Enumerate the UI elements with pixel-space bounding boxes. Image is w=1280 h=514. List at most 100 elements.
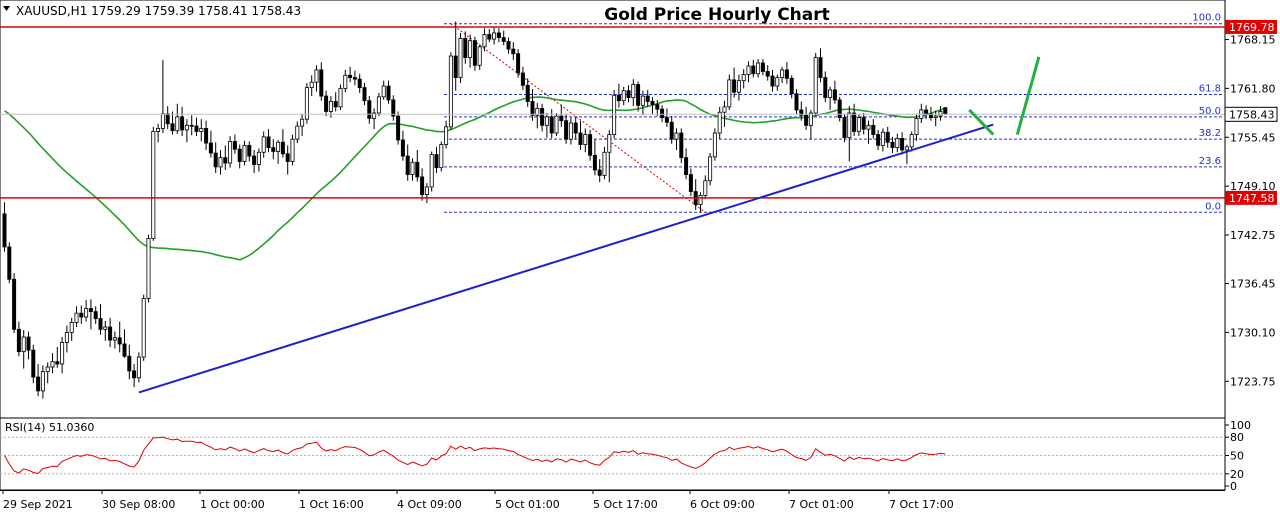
candle [55,347,60,368]
candle [650,96,655,114]
candle [583,128,588,153]
bull-candle-body [218,157,223,168]
candle [180,106,185,137]
bull-candle-body [309,81,314,88]
bear-candle-body [511,48,516,55]
candle [31,344,36,384]
bull-candle-body [424,186,429,196]
candle [837,96,842,122]
candle [2,202,7,252]
candle [208,130,213,158]
bull-candle-body [136,356,141,379]
bear-candle-body [324,95,329,112]
bull-candle-body [60,342,65,365]
bull-candle-body [50,361,55,368]
bear-candle-body [900,138,905,151]
bull-candle-body [448,55,453,128]
bear-candle-body [770,75,775,87]
bull-candle-body [410,161,415,175]
bear-candle-body [530,101,535,116]
candle [463,31,468,64]
bear-candle-body [122,343,127,357]
candle [252,149,257,174]
bull-candle-body [156,127,161,132]
bear-candle-body [842,117,847,139]
candle [45,362,50,384]
candle [568,117,573,145]
price-tick-label: 1730.10 [1230,326,1276,339]
bear-candle-body [818,57,823,78]
candle [12,273,17,334]
current-price-tag [1224,106,1278,122]
candle [482,28,487,52]
candle [477,44,482,70]
bear-candle-body [655,104,660,110]
candle [309,75,314,97]
bear-candle-body [861,117,866,130]
bear-candle-body [472,40,477,66]
candle [175,103,180,134]
bear-candle-body [559,115,564,122]
bull-candle-body [84,308,89,318]
bear-candle-body [237,148,242,162]
bear-candle-body [688,174,693,192]
candle [405,144,410,181]
rsi-tick-label: 80 [1230,431,1244,444]
fib-level-label: 50.0 [1199,106,1221,117]
candle [530,89,535,121]
candle [588,129,593,161]
candle [847,106,852,162]
candle [823,71,828,103]
bull-candle-body [151,131,156,239]
bear-candle-body [348,74,353,78]
bear-candle-body [405,155,410,175]
candle [50,353,55,374]
bear-candle-body [871,124,876,135]
bull-candle-body [314,69,319,83]
bull-candle-body [631,84,636,99]
bull-candle-body [847,112,852,139]
bull-candle-body [439,144,444,169]
candle [290,134,295,166]
rsi-tick-label: 50 [1230,450,1244,463]
candle [348,66,353,83]
fib-diagonal-line [450,23,706,213]
candle [420,168,425,201]
candle [938,106,943,121]
fib-level-label: 100.0 [1192,13,1221,24]
candle [722,100,727,127]
candle [434,146,439,174]
candle [472,36,477,71]
time-tick-label: 1 Oct 16:00 [299,498,364,511]
bull-candle-body [880,131,885,146]
candle [784,62,789,84]
dropdown-triangle-icon[interactable] [3,6,10,11]
candle [876,129,881,150]
candle [439,141,444,172]
candle [184,119,189,143]
candle [535,102,540,129]
bear-candle-body [180,116,185,131]
candle [151,126,156,241]
bull-candle-body [756,62,761,75]
bear-candle-body [760,62,765,72]
candle [856,114,861,137]
candle [832,80,837,104]
bull-candle-body [674,132,679,140]
time-axis: 29 Sep 2021 30 Sep 08:00 1 Oct 00:00 1 Oct … [2,490,954,511]
candle [564,114,569,144]
candle [487,29,492,43]
candle [453,21,458,91]
bull-candle-body [242,144,247,162]
candle [136,352,141,383]
candle [621,86,626,106]
price-tick-label: 1768.15 [1230,33,1276,46]
bull-candle-body [458,37,463,78]
time-tick-label: 7 Oct 01:00 [789,498,854,511]
bear-candle-body [266,136,271,149]
candle [516,49,521,78]
time-tick-label: 7 Oct 17:00 [889,498,954,511]
bear-candle-body [823,77,828,99]
bull-candle-body [828,89,833,99]
bear-candle-body [573,122,578,134]
